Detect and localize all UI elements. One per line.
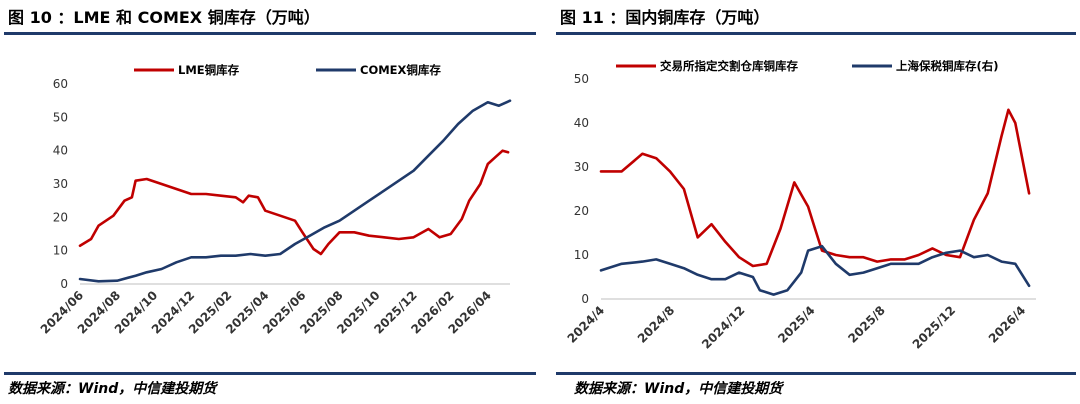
y-tick-label: 60: [53, 77, 68, 91]
x-tick-label: 2025/8: [845, 303, 888, 346]
figure-11-panel: 图 11 ：国内铜库存（万吨） 0 10 20 30 40 50 2024/4 2024/8 2…: [556, 0, 1080, 404]
y-tick-label: 40: [53, 144, 68, 158]
bottom-rule: [4, 372, 536, 375]
y-tick-label: 10: [53, 244, 68, 258]
y-tick-label: 20: [574, 204, 589, 218]
series-line-navy: [78, 99, 512, 283]
y-tick-label: 20: [53, 210, 68, 224]
figure-11-chart: 0 10 20 30 40 50 2024/4 2024/8 2024/12 2025/4 2025…: [565, 59, 1036, 352]
series-line-red: [78, 149, 510, 256]
legend-label: 交易所指定交割仓库铜库存: [660, 59, 798, 73]
y-tick-label: 30: [53, 177, 68, 191]
x-tick-label: 2024/4: [565, 303, 608, 346]
bottom-rule: [556, 372, 1076, 375]
x-tick-label: 2025/12: [910, 303, 958, 351]
y-tick-label: 30: [574, 160, 589, 174]
y-tick-label: 0: [581, 292, 589, 306]
figure-11-title: 图 11 ：国内铜库存（万吨）: [560, 8, 770, 27]
top-rule: [556, 32, 1076, 35]
y-tick-label: 0: [60, 277, 68, 291]
x-tick-label: 2026/4: [986, 303, 1029, 346]
y-tick-label: 50: [574, 72, 589, 86]
legend-label: 上海保税铜库存(右): [896, 59, 999, 73]
series-line-red: [599, 108, 1031, 268]
y-tick-label: 40: [574, 116, 589, 130]
top-rule: [4, 32, 536, 35]
figure-10-panel: 图 10 ：LME 和 COMEX 铜库存（万吨） 0 10 20 30 40 50 60 2…: [4, 8, 536, 397]
x-tick-label: 2025/4: [775, 303, 818, 346]
y-tick-label: 50: [53, 110, 68, 124]
figure-10-source: 数据来源：Wind，中信建投期货: [8, 381, 217, 397]
x-tick-label: 2024/12: [699, 303, 747, 351]
legend-label: LME铜库存: [178, 63, 240, 77]
series-line-navy: [599, 244, 1031, 296]
figure-11-source: 数据来源：Wind，中信建投期货: [574, 381, 783, 397]
legend-label: COMEX铜库存: [360, 63, 441, 77]
y-tick-label: 10: [574, 248, 589, 262]
figure-10-chart: 01020304050602024/062024/082024/102024/1…: [38, 63, 512, 337]
figure-10-title: 图 10 ：LME 和 COMEX 铜库存（万吨）: [8, 8, 320, 27]
x-tick-label: 2024/8: [635, 303, 678, 346]
